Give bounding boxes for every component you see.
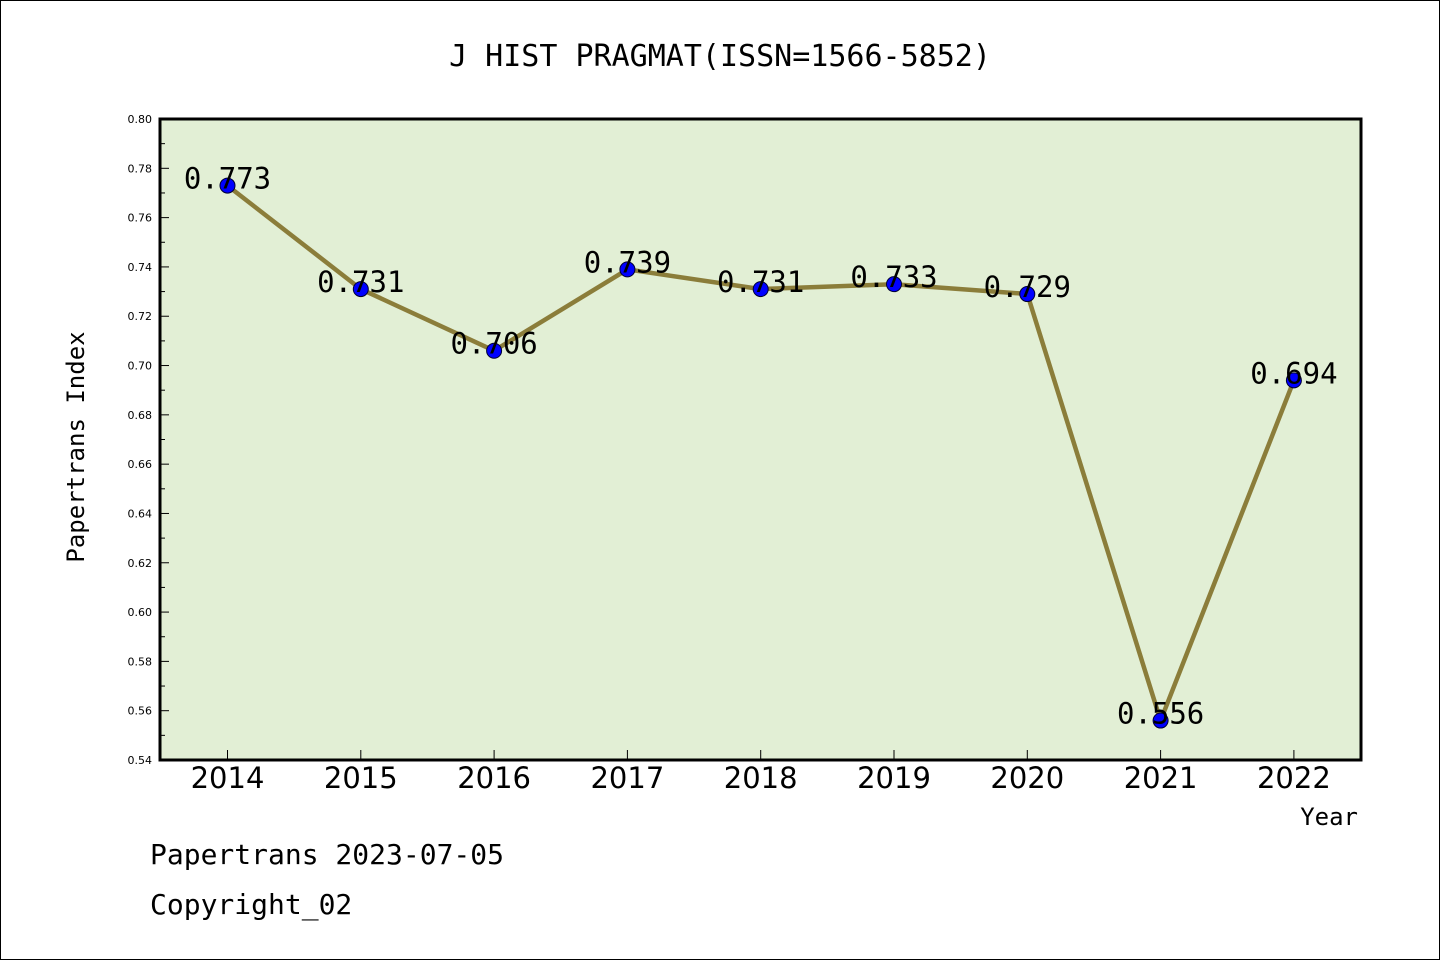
data-label: 0.731 — [717, 265, 804, 299]
x-axis-label: Year — [1300, 803, 1358, 831]
data-label-group: 0.773 0.731 0.706 0.739 0.731 0.733 0.729 0.556… — [184, 162, 1338, 731]
x-tick-label: 2016 — [457, 761, 531, 795]
x-tick-label: 2014 — [191, 761, 265, 795]
y-tick-label: 0.62 — [128, 557, 153, 570]
y-tick-label: 0.64 — [128, 507, 153, 520]
y-axis-label: Papertrans Index — [62, 331, 90, 562]
footer-date: Papertrans 2023-07-05 — [150, 838, 504, 871]
x-tick-label: 2017 — [590, 761, 664, 795]
y-tick-label: 0.66 — [128, 458, 153, 471]
plot-area — [158, 117, 1363, 762]
y-axis: 0.54 0.56 0.58 0.60 0.62 0.64 0.66 0.68 0.70 0.72… — [128, 113, 169, 767]
data-label: 0.739 — [584, 245, 671, 279]
data-point — [886, 276, 902, 293]
y-tick-label: 0.78 — [128, 162, 153, 175]
y-tick-label: 0.54 — [128, 754, 153, 767]
data-label: 0.733 — [850, 260, 937, 294]
series-line-group — [219, 177, 1302, 729]
y-tick-label: 0.70 — [128, 360, 153, 373]
data-point — [486, 342, 503, 359]
data-point — [352, 281, 369, 298]
data-point — [1019, 286, 1036, 303]
data-point — [619, 261, 636, 278]
x-tick-label: 2018 — [724, 761, 798, 795]
data-label: 0.694 — [1250, 356, 1337, 390]
data-label: 0.773 — [184, 162, 271, 196]
x-tick-label: 2019 — [857, 761, 931, 795]
y-tick-label: 0.80 — [128, 113, 153, 126]
y-tick-label: 0.56 — [128, 705, 153, 718]
data-label: 0.706 — [450, 327, 537, 361]
y-tick-label: 0.60 — [128, 606, 153, 619]
x-tick-label: 2021 — [1124, 761, 1198, 795]
y-tick-label: 0.76 — [128, 212, 153, 225]
y-tick-label: 0.68 — [128, 409, 153, 422]
data-label: 0.556 — [1117, 697, 1204, 731]
x-tick-label: 2020 — [990, 761, 1064, 795]
data-point — [752, 281, 769, 298]
data-label: 0.729 — [984, 270, 1071, 304]
y-tick-label: 0.72 — [128, 310, 153, 323]
data-point — [1152, 712, 1169, 729]
x-tick-label: 2015 — [324, 761, 398, 795]
chart-title: J HIST PRAGMAT(ISSN=1566-5852) — [449, 39, 991, 74]
data-point — [219, 177, 236, 194]
y-tick-label: 0.58 — [128, 655, 153, 668]
x-axis: 2014 2015 2016 2017 2018 2019 2020 2021 2022 — [191, 750, 1331, 795]
y-tick-label: 0.74 — [128, 261, 153, 274]
data-point — [1285, 372, 1302, 389]
x-tick-label: 2022 — [1257, 761, 1331, 795]
footer-copyright: Copyright_02 — [150, 888, 352, 922]
data-label: 0.731 — [317, 265, 404, 299]
